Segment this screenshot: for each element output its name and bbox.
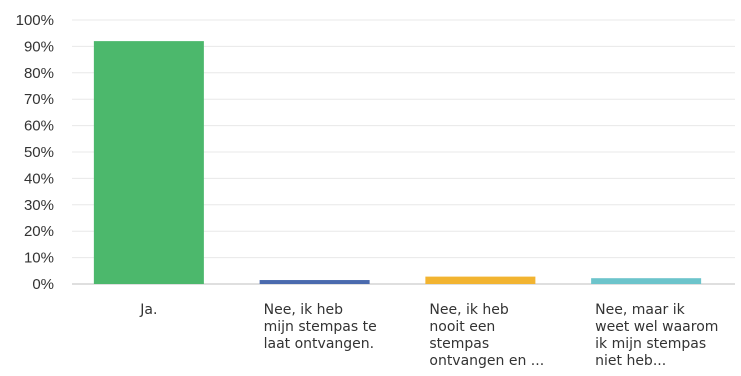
x-category-label: Nee, ik heb mijn stempas te laat ontvang… (263, 302, 377, 352)
x-category-label: Nee, ik heb nooit een stempas ontvangen … (429, 302, 545, 369)
y-tick-label: 10% (24, 250, 54, 267)
y-tick-label: 100% (16, 12, 54, 29)
y-tick-label: 40% (24, 170, 54, 187)
bar (591, 278, 702, 284)
y-tick-label: 80% (24, 65, 54, 82)
y-tick-label: 60% (24, 118, 54, 135)
bar (259, 280, 370, 284)
y-tick-label: 0% (32, 276, 54, 293)
y-tick-label: 50% (24, 144, 54, 161)
bar (93, 41, 204, 285)
y-tick-label: 70% (24, 91, 54, 108)
x-category-label: Nee, maar ik weet wel waarom ik mijn ste… (595, 302, 719, 369)
y-tick-label: 20% (24, 223, 54, 240)
bar (425, 276, 536, 284)
x-category-label: Ja. (140, 302, 158, 318)
y-tick-label: 30% (24, 197, 54, 214)
y-tick-label: 90% (24, 38, 54, 55)
